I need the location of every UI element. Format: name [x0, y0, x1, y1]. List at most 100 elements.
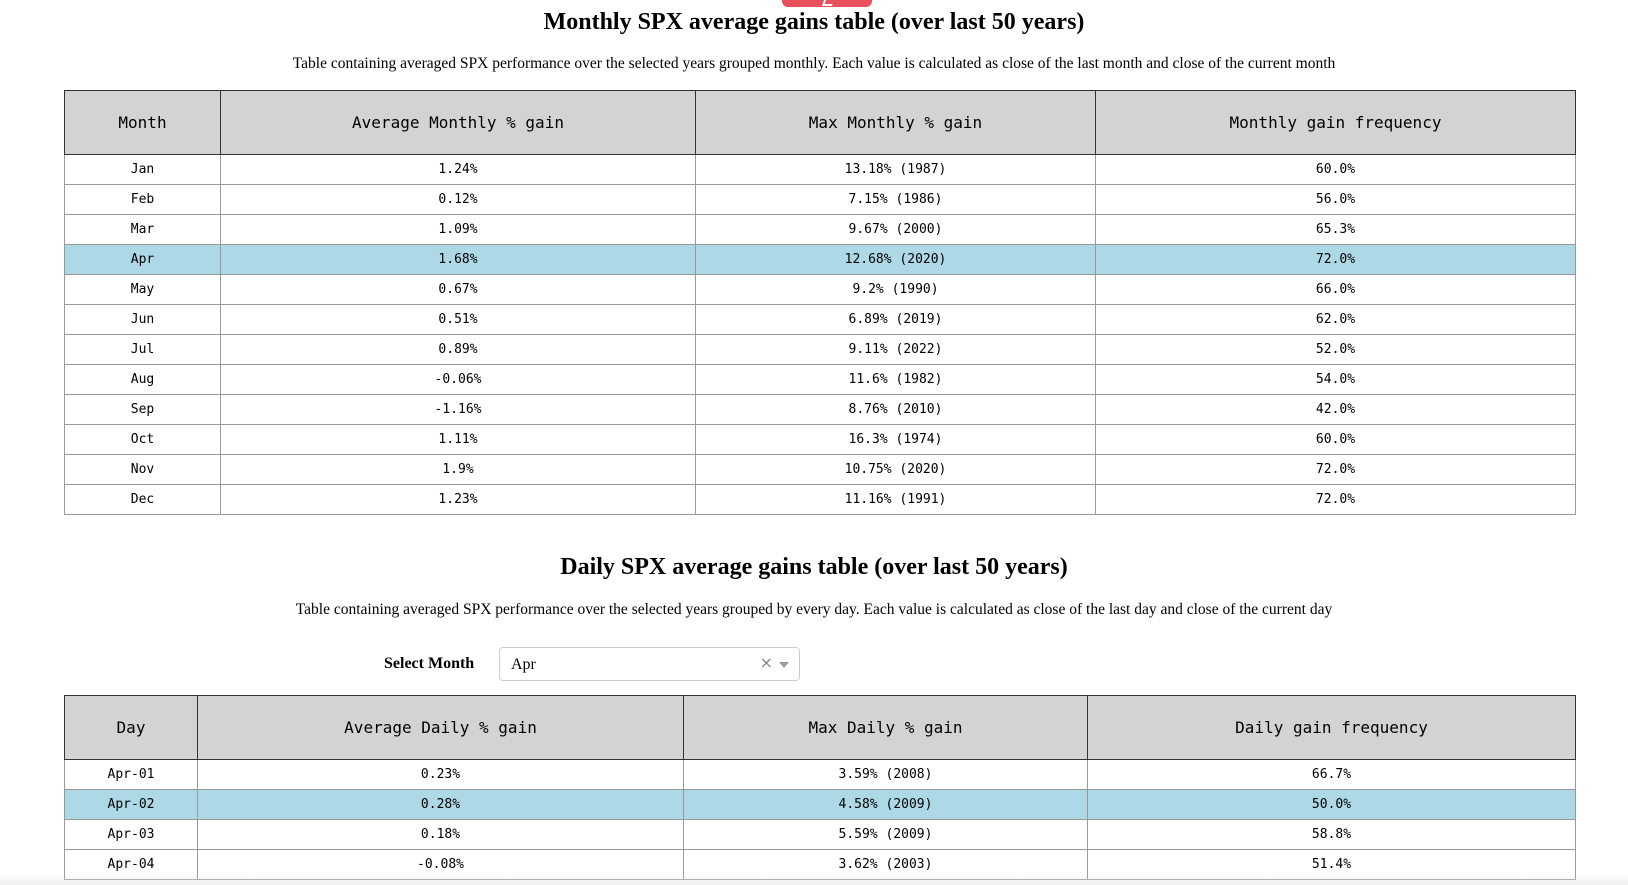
cell-label: Dec: [64, 484, 221, 515]
table-row: Apr-03 0.18% 5.59% (2009) 58.8%: [64, 819, 1576, 850]
cell-label: Apr-04: [64, 849, 198, 880]
cell-frequency: 52.0%: [1095, 334, 1576, 365]
cell-average: 0.28%: [197, 789, 684, 820]
month-select-dropdown[interactable]: Apr ×: [499, 647, 800, 681]
table-row: May 0.67% 9.2% (1990) 66.0%: [64, 274, 1576, 305]
select-month-label: Select Month: [384, 655, 475, 672]
table-row: Jan 1.24% 13.18% (1987) 60.0%: [64, 154, 1576, 185]
cell-max: 9.11% (2022): [695, 334, 1096, 365]
daily-gains-table: Day Average Daily % gain Max Daily % gai…: [64, 695, 1576, 880]
daily-table-description: Table containing averaged SPX performanc…: [295, 601, 1333, 618]
cell-max: 5.59% (2009): [683, 819, 1088, 850]
month-select-row: Select Month Apr ×: [0, 647, 1628, 683]
cell-frequency: 65.3%: [1095, 214, 1576, 245]
header-day: Day: [64, 695, 198, 760]
monthly-table-body: Jan 1.24% 13.18% (1987) 60.0% Feb 0.12% 7.15% …: [64, 154, 1576, 515]
table-row: Apr 1.68% 12.68% (2020) 72.0%: [64, 244, 1576, 275]
cell-average: 1.24%: [220, 154, 696, 185]
cell-max: 3.62% (2003): [683, 849, 1088, 880]
cell-frequency: 58.8%: [1087, 819, 1576, 850]
cell-label: Apr-02: [64, 789, 198, 820]
header-month: Month: [64, 90, 221, 155]
cell-max: 7.15% (1986): [695, 184, 1096, 215]
cell-average: 0.18%: [197, 819, 684, 850]
cell-frequency: 72.0%: [1095, 244, 1576, 275]
monthly-header-row: Month Average Monthly % gain Max Monthly…: [64, 90, 1576, 155]
cell-max: 3.59% (2008): [683, 759, 1088, 790]
chevron-down-icon[interactable]: [779, 662, 789, 668]
table-row: Sep -1.16% 8.76% (2010) 42.0%: [64, 394, 1576, 425]
cell-max: 9.2% (1990): [695, 274, 1096, 305]
bottom-scroll-fade: [0, 875, 1628, 885]
top-toolbar-tab[interactable]: [782, 0, 872, 7]
daily-table-title: Daily SPX average gains table (over last…: [560, 554, 1068, 580]
cell-label: Oct: [64, 424, 221, 455]
cell-label: Mar: [64, 214, 221, 245]
cell-max: 6.89% (2019): [695, 304, 1096, 335]
cell-label: Feb: [64, 184, 221, 215]
cell-frequency: 50.0%: [1087, 789, 1576, 820]
table-row: Feb 0.12% 7.15% (1986) 56.0%: [64, 184, 1576, 215]
cell-frequency: 60.0%: [1095, 154, 1576, 185]
cell-label: Sep: [64, 394, 221, 425]
table-row: Oct 1.11% 16.3% (1974) 60.0%: [64, 424, 1576, 455]
cell-max: 11.6% (1982): [695, 364, 1096, 395]
cell-label: Jul: [64, 334, 221, 365]
cell-frequency: 72.0%: [1095, 454, 1576, 485]
cell-max: 12.68% (2020): [695, 244, 1096, 275]
header-avg-monthly-gain: Average Monthly % gain: [220, 90, 696, 155]
cell-average: 0.89%: [220, 334, 696, 365]
table-row: Nov 1.9% 10.75% (2020) 72.0%: [64, 454, 1576, 485]
cell-frequency: 60.0%: [1095, 424, 1576, 455]
cell-average: -0.06%: [220, 364, 696, 395]
cell-frequency: 72.0%: [1095, 484, 1576, 515]
table-row: Dec 1.23% 11.16% (1991) 72.0%: [64, 484, 1576, 515]
cell-average: 1.68%: [220, 244, 696, 275]
cell-average: 1.23%: [220, 484, 696, 515]
daily-header-row: Day Average Daily % gain Max Daily % gai…: [64, 695, 1576, 760]
cell-max: 13.18% (1987): [695, 154, 1096, 185]
table-row: Mar 1.09% 9.67% (2000) 65.3%: [64, 214, 1576, 245]
cell-frequency: 42.0%: [1095, 394, 1576, 425]
cell-frequency: 56.0%: [1095, 184, 1576, 215]
cell-average: 1.09%: [220, 214, 696, 245]
cell-max: 16.3% (1974): [695, 424, 1096, 455]
cell-label: Nov: [64, 454, 221, 485]
header-daily-gain-frequency: Daily gain frequency: [1087, 695, 1576, 760]
cell-frequency: 51.4%: [1087, 849, 1576, 880]
month-select-value: Apr: [511, 656, 536, 673]
daily-table-body: Apr-01 0.23% 3.59% (2008) 66.7% Apr-02 0.28% 4…: [64, 759, 1576, 880]
cell-average: 0.67%: [220, 274, 696, 305]
header-max-monthly-gain: Max Monthly % gain: [695, 90, 1096, 155]
table-row: Jun 0.51% 6.89% (2019) 62.0%: [64, 304, 1576, 335]
cell-max: 4.58% (2009): [683, 789, 1088, 820]
monthly-table-description: Table containing averaged SPX performanc…: [292, 55, 1336, 72]
cell-average: 0.12%: [220, 184, 696, 215]
cell-average: -0.08%: [197, 849, 684, 880]
cell-average: 1.11%: [220, 424, 696, 455]
cell-frequency: 66.7%: [1087, 759, 1576, 790]
header-avg-daily-gain: Average Daily % gain: [197, 695, 684, 760]
cell-average: 0.23%: [197, 759, 684, 790]
cell-label: Apr-01: [64, 759, 198, 790]
cell-max: 10.75% (2020): [695, 454, 1096, 485]
cell-label: Jan: [64, 154, 221, 185]
cell-label: Apr: [64, 244, 221, 275]
table-row: Jul 0.89% 9.11% (2022) 52.0%: [64, 334, 1576, 365]
cell-average: -1.16%: [220, 394, 696, 425]
cell-max: 9.67% (2000): [695, 214, 1096, 245]
clear-icon[interactable]: ×: [759, 653, 773, 672]
cell-frequency: 54.0%: [1095, 364, 1576, 395]
header-max-daily-gain: Max Daily % gain: [683, 695, 1088, 760]
cell-label: Jun: [64, 304, 221, 335]
table-row: Apr-01 0.23% 3.59% (2008) 66.7%: [64, 759, 1576, 790]
table-row: Apr-04 -0.08% 3.62% (2003) 51.4%: [64, 849, 1576, 880]
monthly-table-title: Monthly SPX average gains table (over la…: [543, 9, 1085, 35]
cell-label: May: [64, 274, 221, 305]
table-row: Apr-02 0.28% 4.58% (2009) 50.0%: [64, 789, 1576, 820]
cell-average: 1.9%: [220, 454, 696, 485]
cell-label: Apr-03: [64, 819, 198, 850]
monthly-gains-table: Month Average Monthly % gain Max Monthly…: [64, 90, 1576, 515]
cell-max: 8.76% (2010): [695, 394, 1096, 425]
header-monthly-gain-frequency: Monthly gain frequency: [1095, 90, 1576, 155]
